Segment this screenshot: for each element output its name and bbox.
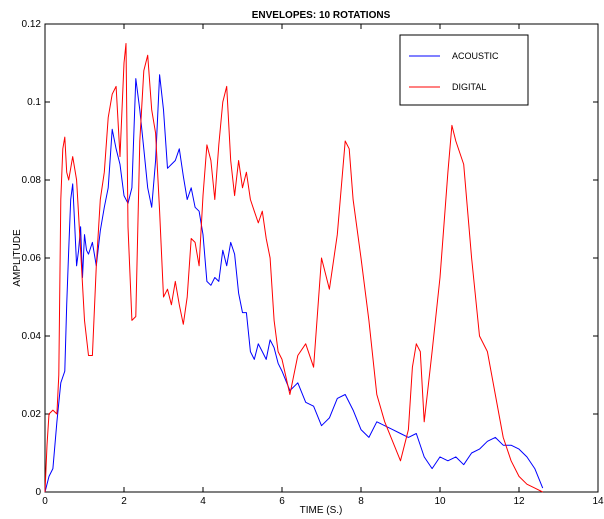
x-tick-label: 0 xyxy=(42,496,48,507)
legend: ACOUSTIC DIGITAL xyxy=(399,34,529,106)
x-axis-label: TIME (S.) xyxy=(300,505,343,516)
x-tick-label: 4 xyxy=(200,496,206,507)
y-tick-label: 0.04 xyxy=(22,331,42,342)
x-tick-label: 10 xyxy=(434,496,446,507)
y-tick-label: 0.06 xyxy=(22,253,42,264)
chart-title: ENVELOPES: 10 ROTATIONS xyxy=(252,10,391,21)
legend-label-digital: DIGITAL xyxy=(452,82,486,92)
legend-box xyxy=(399,34,529,106)
y-tick-label: 0.1 xyxy=(27,97,41,108)
y-tick-label: 0.02 xyxy=(22,409,42,420)
y-tick-label: 0.12 xyxy=(22,19,42,30)
x-tick-label: 6 xyxy=(279,496,285,507)
x-tick-label: 14 xyxy=(592,496,604,507)
series-line-digital xyxy=(44,43,543,493)
x-tick-label: 12 xyxy=(513,496,525,507)
x-tick-label: 8 xyxy=(358,496,364,507)
x-tick-label: 2 xyxy=(121,496,127,507)
legend-label-acoustic: ACOUSTIC xyxy=(452,51,499,61)
axis-ticks: 0 2 4 6 8 10 12 14 0 0.02 0.04 0.06 0.08 0.1 0.12 xyxy=(22,19,604,507)
series-line-acoustic xyxy=(44,74,544,493)
y-tick-label: 0.08 xyxy=(22,175,42,186)
y-axis-label: AMPLITUDE xyxy=(12,229,23,287)
series-layer xyxy=(44,43,544,493)
y-tick-label: 0 xyxy=(35,487,41,498)
